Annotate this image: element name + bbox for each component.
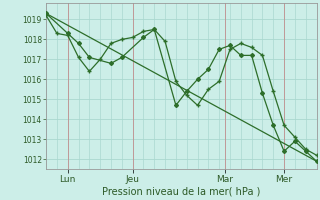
X-axis label: Pression niveau de la mer( hPa ): Pression niveau de la mer( hPa ) bbox=[102, 187, 260, 197]
